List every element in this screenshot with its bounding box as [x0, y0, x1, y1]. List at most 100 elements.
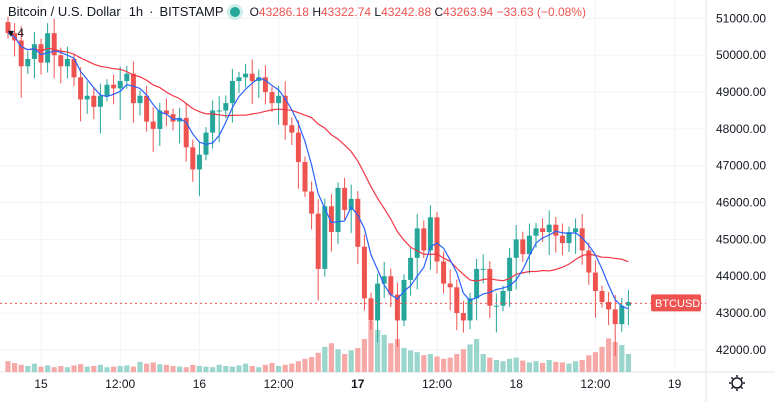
volume-bar — [414, 352, 420, 372]
volume-bar — [302, 358, 308, 372]
interval-label[interactable]: 1h — [128, 4, 144, 19]
volume-bar — [97, 364, 103, 372]
indicators-toggle[interactable]: ▾ 4 — [8, 26, 24, 40]
volume-bar — [183, 367, 189, 372]
candle — [177, 107, 183, 144]
price-tick-label: 47000.00 — [716, 159, 766, 173]
low-label: L — [374, 4, 382, 19]
volume-bar — [38, 366, 44, 372]
price-tick-label: 51000.00 — [716, 11, 766, 25]
volume-bar — [282, 364, 288, 372]
volume-bar — [361, 339, 367, 372]
volume-bar — [124, 365, 130, 372]
candle — [144, 85, 150, 132]
time-tick-label: 12:00 — [105, 377, 135, 391]
volume-bar — [342, 354, 348, 372]
candle — [361, 234, 367, 311]
volume-bar — [12, 363, 18, 372]
volume-bar — [78, 364, 84, 372]
volume-bar — [579, 360, 585, 372]
volume-bar — [328, 343, 334, 372]
volume-bar — [520, 360, 526, 372]
candle — [249, 59, 255, 105]
candle — [196, 142, 202, 197]
candle — [289, 117, 295, 145]
volume-bar — [163, 364, 169, 372]
candle — [276, 85, 282, 126]
volume-bar — [606, 338, 612, 372]
moving-average-fast — [7, 32, 629, 310]
settings-button[interactable] — [729, 375, 745, 391]
time-tick-label: 12:00 — [422, 377, 452, 391]
volume-bar — [474, 339, 480, 372]
volume-bar — [493, 360, 499, 372]
candle — [493, 293, 499, 333]
open-label: O — [249, 4, 259, 19]
time-tick-label: 15 — [34, 377, 48, 391]
candle — [408, 247, 414, 296]
volume-bar — [150, 362, 156, 372]
volume-bar — [130, 366, 136, 372]
volume-bar — [540, 363, 546, 372]
volume-bar — [566, 363, 572, 372]
symbol-title[interactable]: Bitcoin / U.S. Dollar — [8, 4, 121, 19]
price-badge-label: BTCUSD — [655, 298, 700, 310]
time-tick-label: 17 — [351, 377, 365, 391]
candle — [309, 181, 315, 230]
candle — [315, 199, 321, 301]
volume-bar — [249, 366, 255, 372]
candle — [111, 74, 117, 105]
volume-bar — [170, 366, 176, 372]
volume-bar — [388, 343, 394, 372]
candle — [355, 191, 361, 264]
moving-average-slow — [7, 32, 629, 282]
candle — [137, 90, 143, 116]
candle — [243, 63, 249, 88]
volume-bar — [256, 367, 262, 372]
volume-bar — [500, 361, 506, 372]
volume-bar — [229, 366, 235, 372]
volume-bar — [625, 354, 631, 372]
volume-bar — [289, 363, 295, 372]
candle — [295, 120, 301, 189]
volume-bar — [546, 360, 552, 372]
volume-bar — [454, 354, 460, 372]
gear-icon[interactable] — [731, 377, 743, 389]
candle — [58, 47, 64, 84]
volume-bar — [487, 357, 493, 372]
volume-bar — [421, 355, 427, 372]
candle — [31, 32, 37, 79]
volume-bar — [91, 366, 97, 372]
candle — [282, 81, 288, 140]
candle — [579, 213, 585, 265]
candle — [5, 16, 11, 39]
volume-bar — [441, 358, 447, 372]
volume-bar — [559, 362, 565, 372]
time-tick-label: 19 — [668, 377, 682, 391]
price-axis[interactable]: 51000.00 50000.00 49000.00 48000.00 47000.00… — [716, 11, 766, 356]
candle — [566, 226, 572, 252]
candle — [342, 177, 348, 220]
volume-bar — [236, 365, 242, 372]
candle — [117, 66, 123, 120]
chevron-down-icon[interactable]: ▾ — [8, 26, 15, 40]
volume-bar — [64, 367, 70, 372]
volume-bar — [394, 339, 400, 372]
volume-bar — [480, 354, 486, 372]
candle — [84, 81, 90, 114]
candle — [51, 18, 57, 79]
chart-header: Bitcoin / U.S. Dollar 1h · BITSTAMP O432… — [8, 4, 586, 19]
volume-bar — [427, 354, 433, 372]
candle — [18, 26, 24, 98]
price-tick-label: 44000.00 — [716, 269, 766, 283]
time-axis[interactable]: 15 12:00 16 12:00 17 12:00 18 12:00 19 — [34, 377, 681, 391]
close-value: 43263.94 — [443, 4, 494, 19]
volume-bar — [137, 361, 143, 372]
volume-bar — [467, 344, 473, 372]
volume-bar — [295, 361, 301, 372]
candles — [5, 16, 631, 356]
candle — [104, 79, 110, 102]
volume-bar — [157, 364, 163, 372]
candle — [190, 139, 196, 182]
close-label: C — [434, 4, 444, 19]
